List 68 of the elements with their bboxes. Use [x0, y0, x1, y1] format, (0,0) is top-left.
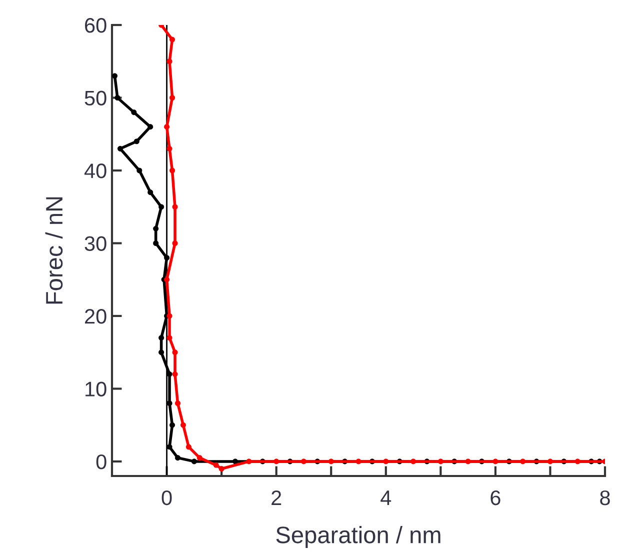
point [520, 458, 526, 464]
point [186, 444, 192, 450]
point [300, 458, 306, 464]
point [438, 458, 444, 464]
y-tick-label: 40 [84, 163, 106, 178]
x-tick-label: 0 [162, 490, 172, 506]
x-tick-label: 4 [380, 490, 392, 505]
y-axis-title: Forec / nN [45, 197, 63, 304]
y-tick-label: 10 [86, 382, 106, 396]
point [166, 444, 172, 450]
point [153, 240, 159, 246]
point [172, 350, 178, 356]
point [166, 58, 172, 64]
point [547, 458, 553, 464]
x-tick-label: 8 [600, 490, 610, 506]
point [172, 240, 178, 246]
point [114, 94, 120, 101]
point [169, 36, 176, 42]
point [172, 204, 178, 210]
point [218, 466, 224, 472]
point [574, 458, 580, 464]
y-tick-label: 0 [96, 454, 106, 470]
point [166, 146, 172, 152]
point [213, 462, 219, 468]
point [117, 146, 123, 152]
y-tick-label: 60 [85, 18, 106, 33]
point [174, 400, 181, 406]
x-tick-label: 2 [272, 490, 282, 505]
point [148, 190, 154, 196]
point [169, 94, 176, 101]
point [164, 124, 170, 130]
point [131, 110, 137, 116]
point [136, 168, 142, 174]
y-tick-label: 20 [85, 308, 106, 324]
point [148, 124, 154, 130]
point [191, 458, 197, 464]
point [164, 254, 170, 261]
x-axis-title: Separation / nm [276, 526, 440, 548]
point [166, 371, 172, 377]
point [232, 458, 238, 464]
point [158, 335, 164, 341]
point [169, 422, 176, 428]
point [180, 422, 186, 428]
point [153, 226, 159, 232]
point [166, 313, 172, 319]
y-tick-label: 50 [84, 90, 106, 106]
x-tick-label: 6 [490, 490, 500, 506]
line-series [158, 25, 605, 472]
point [158, 204, 164, 210]
point [112, 73, 118, 79]
point [328, 458, 334, 464]
point [356, 458, 362, 464]
y-tick-label: 30 [84, 236, 106, 251]
point [172, 371, 178, 377]
point [492, 458, 498, 464]
point [166, 400, 172, 406]
point [166, 335, 172, 341]
point [383, 458, 389, 464]
point [174, 455, 181, 461]
point [246, 458, 252, 464]
point [465, 458, 471, 464]
point [158, 350, 164, 356]
point [274, 458, 280, 464]
point [196, 455, 202, 461]
point [410, 458, 416, 464]
point [169, 168, 176, 174]
point [134, 138, 140, 144]
point [164, 276, 170, 282]
